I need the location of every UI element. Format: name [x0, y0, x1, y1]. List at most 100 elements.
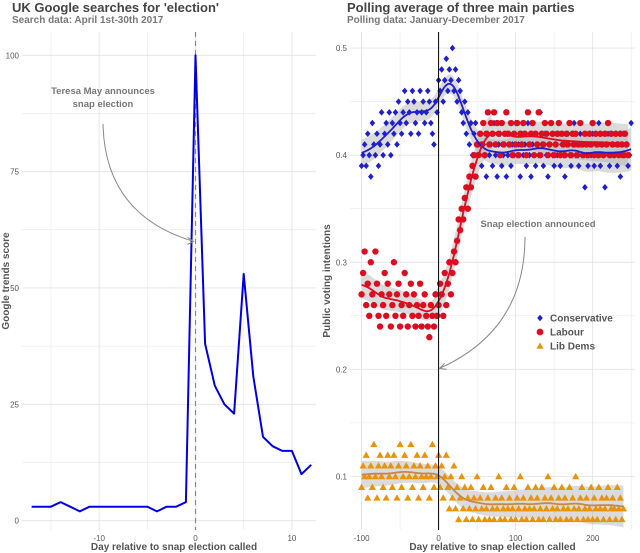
conservative-point: [367, 173, 374, 180]
conservative-point: [380, 151, 386, 159]
lib-dems-point: [367, 462, 375, 469]
y-tick-label: 0: [15, 517, 20, 526]
lib-dems-point: [564, 504, 572, 512]
lib-dems-point: [398, 483, 406, 490]
labour-point: [386, 291, 393, 298]
conservative-point: [551, 162, 557, 170]
lib-dems-point: [508, 504, 517, 512]
labour-point: [538, 130, 545, 137]
conservative-point: [523, 162, 530, 170]
labour-point: [515, 151, 522, 159]
y-tick-label: 50: [10, 284, 19, 293]
labour-point: [521, 130, 529, 137]
lib-dems-point: [427, 472, 435, 480]
conservative-point: [625, 162, 631, 170]
lib-dems-point: [384, 451, 392, 458]
x-tick-label: 200: [586, 534, 600, 543]
labour-point: [612, 130, 619, 137]
chart-subtitle: Search data: April 1st-30th 2017: [12, 15, 164, 26]
labour-point: [443, 301, 450, 309]
labour-point: [440, 312, 447, 320]
conservative-point: [503, 173, 510, 180]
labour-point: [449, 269, 456, 277]
chart-title: UK Google searches for 'election': [12, 0, 220, 15]
lib-dems-point: [370, 440, 378, 448]
lib-dems-point: [519, 494, 527, 501]
lib-dems-point: [418, 472, 426, 480]
x-tick-label: -10: [93, 534, 105, 543]
lib-dems-point: [553, 504, 561, 512]
labour-smooth-line: [361, 132, 629, 313]
y-tick-label: 25: [10, 400, 19, 409]
lib-dems-point: [364, 494, 372, 501]
conservative-point: [617, 173, 624, 180]
conservative-point: [606, 162, 613, 170]
lib-dems-point: [496, 515, 504, 523]
conservative-point: [628, 119, 634, 127]
lib-dems-point: [428, 440, 437, 448]
conservative-point: [528, 173, 534, 180]
conservative-point: [602, 183, 608, 191]
labour-point: [375, 312, 382, 320]
lib-dems-point: [541, 494, 549, 501]
lib-dems-point: [459, 504, 467, 512]
lib-dems-point: [569, 494, 577, 501]
labour-point: [570, 141, 578, 148]
labour-point: [389, 301, 396, 309]
conservative-point: [557, 162, 564, 170]
lib-dems-point: [550, 483, 558, 490]
lib-dems-point: [390, 451, 398, 458]
lib-dems-point: [539, 515, 547, 523]
lib-dems-point: [422, 472, 430, 480]
conservative-point: [582, 183, 588, 191]
lib-dems-point: [582, 494, 591, 501]
lib-dems-point: [502, 483, 510, 490]
lib-dems-point: [393, 494, 401, 501]
labour-point: [487, 119, 495, 127]
lib-dems-point: [510, 483, 518, 490]
y-tick-label: 0.5: [336, 44, 348, 53]
conservative-point: [383, 119, 390, 127]
labour-point: [364, 280, 371, 287]
lib-dems-point: [609, 494, 617, 501]
x-tick-label: 10: [287, 534, 296, 543]
conservative-point: [517, 173, 524, 180]
lib-dems-point: [513, 494, 521, 501]
labour-point: [589, 119, 596, 127]
labour-point: [620, 151, 627, 159]
lib-dems-point: [484, 494, 492, 501]
conservative-point: [483, 173, 490, 180]
labour-point: [452, 259, 459, 266]
labour-point: [384, 280, 391, 287]
labour-point: [509, 151, 516, 159]
lib-dems-point: [504, 504, 512, 512]
lib-dems-point: [570, 504, 578, 512]
lib-dems-point: [533, 494, 541, 501]
labour-point: [524, 109, 532, 116]
lib-dems-point: [402, 462, 410, 469]
lib-dems-point: [516, 472, 524, 480]
lib-dems-point: [482, 504, 490, 512]
labour-point: [615, 151, 623, 159]
lib-dems-smooth-line: [361, 471, 624, 508]
conservative-point: [440, 98, 447, 105]
conservative-point: [415, 130, 422, 138]
lib-dems-point: [532, 483, 540, 490]
lib-dems-point: [471, 504, 480, 512]
lib-dems-point: [394, 462, 403, 469]
lib-dems-point: [610, 504, 618, 512]
labour-point: [506, 141, 513, 148]
lib-dems-point: [555, 494, 563, 501]
conservative-point: [466, 141, 473, 148]
conservative-point: [460, 119, 467, 127]
conservative-point: [408, 130, 414, 138]
lib-dems-point: [575, 504, 583, 512]
conservative-point: [361, 141, 368, 148]
labour-point: [369, 291, 376, 298]
lib-dems-point: [421, 451, 429, 458]
labour-point: [464, 205, 472, 212]
lib-dems-point: [515, 504, 523, 512]
labour-point: [564, 141, 572, 148]
lib-dems-point: [521, 504, 529, 512]
conservative-point: [394, 141, 400, 148]
